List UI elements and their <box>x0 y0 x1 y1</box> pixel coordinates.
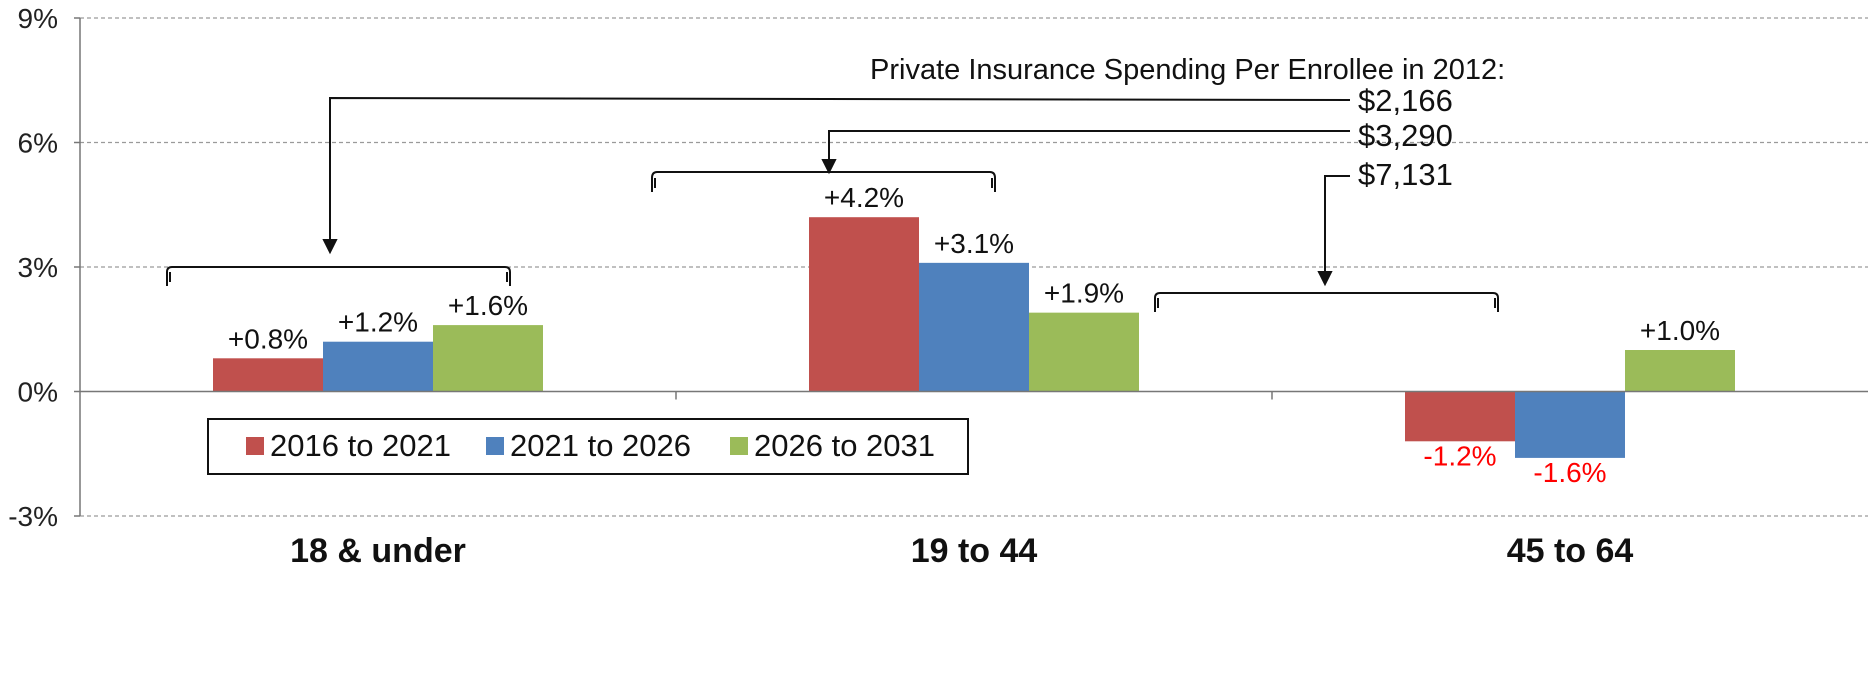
data-label: +1.9% <box>1044 278 1124 309</box>
data-label: +1.0% <box>1640 315 1720 346</box>
connector-2166 <box>329 96 1351 242</box>
data-label: +4.2% <box>824 182 904 213</box>
y-tick-label: 3% <box>18 252 58 283</box>
bar <box>1029 312 1139 392</box>
category-label: 45 to 64 <box>1507 532 1634 570</box>
data-label: -1.6% <box>1533 457 1606 488</box>
legend-label-2021-2026: 2021 to 2026 <box>510 428 691 463</box>
arrowhead-7131 <box>1317 271 1333 287</box>
annotation-amount-3290: $3,290 <box>1358 118 1453 153</box>
y-tick-label: 9% <box>18 3 58 34</box>
bar <box>1515 391 1625 458</box>
annotation-amount-2166: $2,166 <box>1358 83 1453 118</box>
legend: 2016 to 2021 2021 to 2026 2026 to 2031 <box>207 418 969 475</box>
annotation <box>166 96 1499 312</box>
bar <box>1625 350 1735 392</box>
bracket-45-64 <box>1154 292 1499 312</box>
bar <box>433 325 543 392</box>
category-label: 18 & under <box>290 532 466 570</box>
y-tick-label: 0% <box>18 377 58 408</box>
legend-box <box>207 418 969 475</box>
connector-7131 <box>1324 175 1350 274</box>
data-label: -1.2% <box>1423 440 1496 471</box>
annotation-title: Private Insurance Spending Per Enrollee … <box>870 54 1505 86</box>
data-label: +3.1% <box>934 228 1014 259</box>
annotation-amount-7131: $7,131 <box>1358 157 1453 192</box>
bars <box>213 217 1735 458</box>
category-labels: 18 & under 19 to 44 45 to 64 <box>290 532 1633 570</box>
bar-labels: +0.8% +1.2% +1.6% +4.2% +3.1% +1.9% -1.2% -1.6%… <box>228 182 1720 488</box>
category-label: 19 to 44 <box>911 532 1038 570</box>
bracket-19-44 <box>651 171 996 192</box>
legend-label-2016-2021: 2016 to 2021 <box>270 428 451 463</box>
legend-swatch-2021-2026 <box>486 437 504 455</box>
legend-label-2026-2031: 2026 to 2031 <box>754 428 935 463</box>
bar <box>809 217 919 392</box>
data-label: +1.6% <box>448 290 528 321</box>
bar <box>919 262 1029 392</box>
connector-3290 <box>828 130 1350 162</box>
bracket-18-under <box>166 266 511 286</box>
data-label: +0.8% <box>228 323 308 354</box>
legend-swatch-2026-2031 <box>730 437 748 455</box>
bar <box>1405 391 1515 442</box>
legend-swatch-2016-2021 <box>246 437 264 455</box>
bar <box>213 358 323 392</box>
y-tick-label: 6% <box>18 128 58 159</box>
data-label: +1.2% <box>338 307 418 338</box>
zero-axis <box>80 390 1868 400</box>
bar <box>323 341 433 392</box>
arrowhead-2166 <box>322 239 338 255</box>
arrowhead-3290 <box>821 159 837 175</box>
y-tick-labels: -3% 0% 3% 6% 9% <box>8 3 58 532</box>
y-tick-label: -3% <box>8 501 58 532</box>
